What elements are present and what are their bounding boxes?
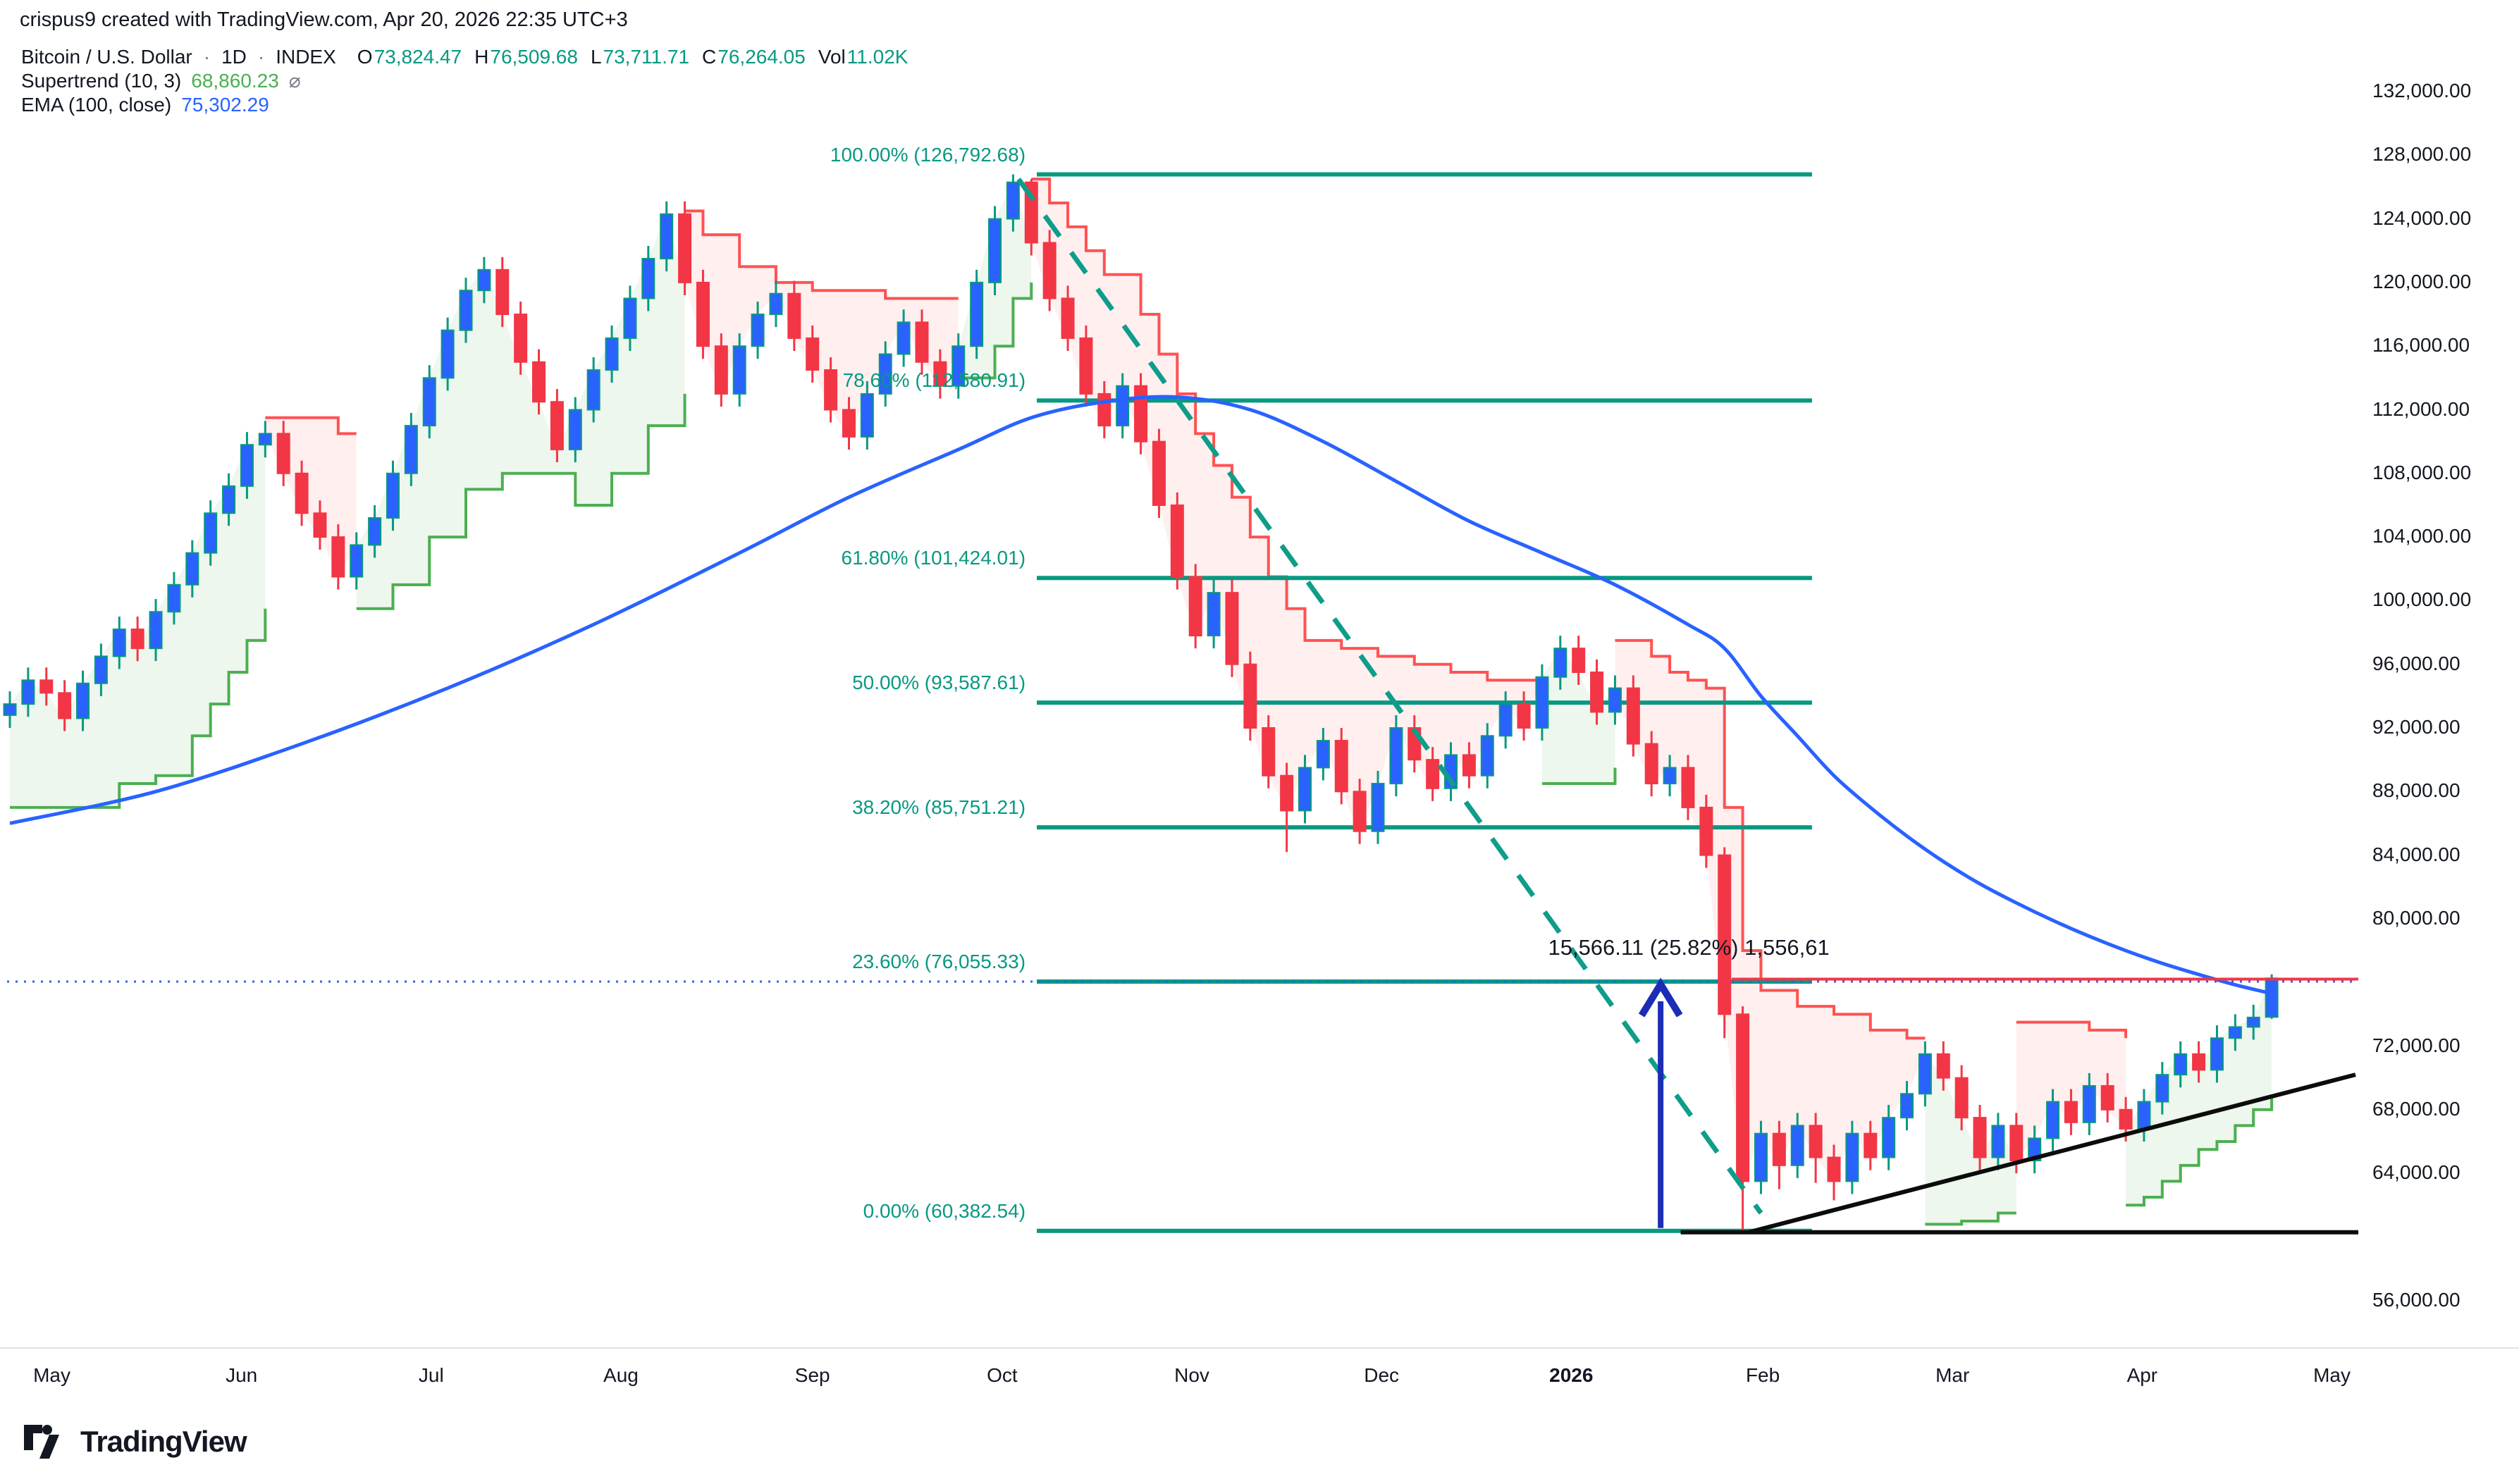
time-axis-label: Mar (1935, 1364, 1970, 1386)
price-tick: 68,000.00 (2372, 1097, 2461, 1120)
close-value: 76,264.05 (717, 46, 806, 68)
fib-level-label: 100.00% (126,792.68) (830, 143, 1026, 166)
volume-label: Vol (818, 46, 846, 68)
time-axis-label: 2026 (1549, 1364, 1594, 1386)
tradingview-logo-text: TradingView (80, 1425, 247, 1458)
volume-value: 11.02K (846, 46, 909, 68)
close-label: C (702, 46, 717, 68)
supertrend-value: 68,860.23 (191, 70, 279, 92)
symbol-title: Bitcoin / U.S. Dollar (21, 46, 192, 68)
time-axis-label: Jun (226, 1364, 258, 1386)
time-axis[interactable]: May Jun Jul Aug Sep Oct Nov Dec 2026 Feb Mar Apr May (0, 1347, 2519, 1408)
supertrend-hide-icon[interactable]: ⌀ (288, 70, 301, 92)
supertrend-name: Supertrend (10, 3) (21, 70, 182, 92)
high-label: H (474, 46, 489, 68)
legend-separator: · (203, 46, 211, 68)
price-tick: 84,000.00 (2372, 843, 2461, 865)
tradingview-logo[interactable]: TradingView (24, 1425, 247, 1459)
ohlc-values: O 73,824.47 H 76,509.68 L 73,711.71 C 76,264… (357, 45, 909, 69)
price-tick: 96,000.00 (2372, 652, 2461, 674)
fib-level-label: 50.00% (93,587.61) (852, 672, 1026, 694)
measure-arrow[interactable] (1638, 977, 1683, 1228)
price-tick: 100,000.00 (2372, 588, 2472, 611)
time-axis-label: Jul (418, 1364, 444, 1386)
fib-level-label: 38.20% (85,751.21) (852, 796, 1026, 819)
black-trendline[interactable] (1747, 1072, 2356, 1235)
price-tick: 56,000.00 (2372, 1288, 2461, 1311)
price-tick: 132,000.00 (2372, 80, 2472, 101)
interval-label: 1D (221, 46, 247, 68)
price-tick: 112,000.00 (2372, 397, 2470, 420)
price-tick: 124,000.00 (2372, 206, 2472, 229)
dashed-trendline[interactable] (1016, 178, 1763, 1215)
time-axis-label: Oct (987, 1364, 1018, 1386)
candlestick-series (3, 174, 2279, 1231)
price-tick: 108,000.00 (2372, 461, 2472, 483)
time-axis-label: Nov (1174, 1364, 1209, 1386)
legend-separator: · (257, 46, 265, 68)
fib-level-label: 23.60% (76,055.33) (852, 950, 1026, 972)
price-tick: 72,000.00 (2372, 1034, 2461, 1056)
time-axis-label: Feb (1745, 1364, 1780, 1386)
price-axis[interactable]: USD 76,209.99 60,293.52 132,000.00128,00… (2358, 0, 2519, 1347)
price-tick: 88,000.00 (2372, 779, 2461, 802)
price-tick: 120,000.00 (2372, 270, 2472, 292)
time-axis-label: Apr (2126, 1364, 2158, 1386)
price-tick: 80,000.00 (2372, 906, 2461, 929)
chart-legend: Bitcoin / U.S. Dollar · 1D · INDEX O 73,8… (21, 45, 908, 117)
open-value: 73,824.47 (374, 46, 462, 68)
credit-line: crispus9 created with TradingView.com, A… (20, 8, 628, 31)
fib-level-label: 61.80% (101,424.01) (841, 547, 1026, 569)
low-value: 73,711.71 (603, 46, 690, 68)
time-axis-label: Dec (1364, 1364, 1400, 1386)
price-tick: 64,000.00 (2372, 1161, 2461, 1184)
indicator-row-ema[interactable]: EMA (100, close) 75,302.29 (21, 93, 908, 117)
time-axis-label: May (33, 1364, 70, 1386)
symbol-legend-row[interactable]: Bitcoin / U.S. Dollar · 1D · INDEX O 73,8… (21, 45, 908, 69)
ema-line[interactable] (9, 395, 2272, 996)
time-axis-label: Sep (794, 1364, 830, 1386)
ema-value: 75,302.29 (181, 94, 269, 116)
open-label: O (357, 46, 373, 68)
tradingview-logo-icon (24, 1425, 59, 1459)
low-label: L (590, 46, 602, 68)
measure-annotation[interactable]: 15,566.11 (25.82%) 1,556,61 (1548, 934, 1830, 960)
fib-level-label: 78.60% (112,580.91) (842, 369, 1026, 392)
high-value: 76,509.68 (490, 46, 578, 68)
price-tick: 116,000.00 (2372, 334, 2470, 357)
ema-name: EMA (100, close) (21, 94, 172, 116)
fib-level-label: 0.00% (60,382.54) (863, 1199, 1026, 1222)
exchange-label: INDEX (276, 46, 336, 68)
time-axis-label: May (2313, 1364, 2351, 1386)
time-axis-label: Aug (603, 1364, 639, 1386)
price-tick: 104,000.00 (2372, 525, 2472, 548)
indicator-row-supertrend[interactable]: Supertrend (10, 3) 68,860.23 ⌀ (21, 69, 908, 93)
price-tick: 128,000.00 (2372, 143, 2472, 166)
price-tick: 92,000.00 (2372, 716, 2461, 738)
